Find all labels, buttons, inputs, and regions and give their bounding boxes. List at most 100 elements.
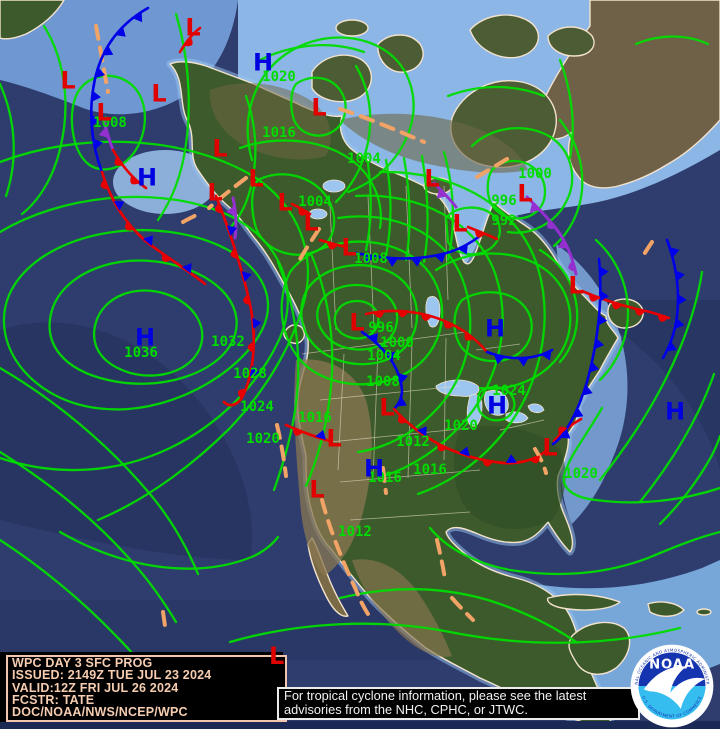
trough-line bbox=[435, 538, 447, 581]
cold-front-triangle bbox=[599, 266, 609, 278]
devon-island bbox=[547, 26, 595, 57]
warm-front-semicircle bbox=[397, 310, 409, 318]
warm-front-semicircle bbox=[292, 427, 304, 436]
isobar-value-label: 1000 bbox=[518, 166, 552, 182]
isobar-value-label: 1036 bbox=[124, 345, 158, 361]
banks-island bbox=[377, 34, 424, 73]
cold-front-triangle bbox=[132, 11, 143, 23]
stationary-front-glyphs bbox=[398, 414, 540, 467]
hispaniola-island bbox=[647, 601, 685, 617]
warm-front-glyphs bbox=[114, 156, 140, 185]
warm-front-semicircle bbox=[237, 388, 246, 400]
product-title: WPC DAY 3 SFC PROG bbox=[12, 656, 153, 670]
isobar-value-label: 1000 bbox=[380, 335, 414, 351]
low-pressure-marker: L bbox=[379, 394, 394, 422]
valid-time: VALID:12Z FRI JUL 26 2024 bbox=[12, 680, 179, 695]
isobar-value-label: 1020 bbox=[564, 466, 598, 482]
forecast-title-box: WPC DAY 3 SFC PROG ISSUED: 2149Z TUE JUL… bbox=[6, 655, 287, 723]
cuba-island bbox=[546, 593, 621, 611]
warm-front-semicircle bbox=[634, 308, 646, 316]
warm-front bbox=[466, 225, 499, 241]
high-pressure-marker: H bbox=[253, 49, 273, 77]
stationary-front-cold-segments bbox=[214, 194, 256, 407]
trough-line bbox=[181, 212, 200, 224]
warm-front-semicircle bbox=[161, 253, 172, 262]
cold-front-glyphs bbox=[363, 244, 468, 267]
warm-front-semicircle bbox=[130, 175, 140, 185]
cold-front-triangle bbox=[436, 188, 447, 199]
warm-front-glyphs bbox=[327, 242, 338, 250]
low-pressure-marker: L bbox=[568, 272, 583, 300]
high-pressure-marker: H bbox=[364, 455, 384, 483]
occluded-front bbox=[231, 196, 238, 240]
isobar-value-label: 1020 bbox=[444, 418, 478, 434]
cold-front-triangle bbox=[677, 294, 687, 306]
warm-front-semicircle bbox=[398, 414, 408, 424]
low-pressure-marker: L bbox=[60, 67, 75, 95]
warm-front-glyphs bbox=[588, 293, 669, 322]
isobar-value-label: 996 bbox=[491, 193, 516, 209]
cold-front-triangle bbox=[115, 26, 126, 37]
cold-front-triangle bbox=[98, 127, 109, 138]
warm-front-semicircle bbox=[420, 313, 432, 321]
warm-front-semicircle bbox=[114, 156, 124, 166]
warm-front-semicircle bbox=[327, 242, 338, 250]
warm-front-semicircle bbox=[247, 341, 254, 353]
high-pressure-marker: H bbox=[137, 164, 157, 192]
low-pressure-marker: L bbox=[452, 210, 467, 238]
warm-front-glyphs bbox=[474, 229, 486, 238]
warm-front-semicircle bbox=[657, 314, 669, 322]
warm-front bbox=[178, 26, 202, 54]
trough-line bbox=[533, 447, 548, 475]
cold-front-triangle bbox=[594, 338, 605, 350]
cold-front-triangle bbox=[368, 333, 378, 344]
warm-front-semicircle bbox=[568, 260, 576, 272]
cold-front-triangle bbox=[459, 446, 470, 457]
stationary-front-glyphs bbox=[292, 427, 326, 440]
lake-ontario bbox=[527, 403, 545, 414]
trough-line bbox=[338, 107, 426, 144]
trough-line bbox=[297, 227, 321, 263]
cold-front-triangle bbox=[557, 238, 569, 249]
stationary-front-cold-segments bbox=[284, 423, 332, 443]
noaa-logo-text: NOAA bbox=[649, 657, 695, 672]
warm-front-semicircle bbox=[547, 219, 556, 230]
warm-front-semicircle bbox=[588, 293, 600, 302]
cold-front-triangle bbox=[91, 114, 101, 126]
issued-time: ISSUED: 2149Z TUE JUL 23 2024 bbox=[12, 668, 212, 683]
cold-front-triangle bbox=[560, 428, 571, 439]
warm-front bbox=[580, 289, 671, 320]
cold-front-triangle bbox=[675, 270, 685, 282]
low-pressure-marker: L bbox=[309, 476, 324, 504]
warm-front-semicircle bbox=[464, 331, 474, 341]
isobar-value-label: 1032 bbox=[211, 334, 245, 350]
low-pressure-marker: L bbox=[269, 642, 285, 670]
cold-front-triangle bbox=[493, 354, 505, 365]
cold-front-triangle bbox=[226, 205, 236, 217]
arctic-island bbox=[335, 19, 369, 37]
fronts-layer bbox=[89, 6, 687, 635]
great-bear-lake bbox=[322, 179, 346, 193]
low-pressure-marker: L bbox=[424, 165, 439, 193]
forecaster-name: FCSTR: TATE bbox=[12, 692, 95, 707]
warm-front-semicircle bbox=[243, 294, 251, 306]
low-pressure-marker: L bbox=[185, 14, 200, 42]
noaa-seagull-icon bbox=[643, 666, 706, 709]
cold-front-triangle bbox=[181, 263, 192, 274]
warm-front-semicircle bbox=[373, 311, 385, 318]
low-pressure-marker: L bbox=[212, 135, 227, 163]
occluded-front bbox=[432, 181, 458, 209]
high-pressure-marker: H bbox=[665, 398, 685, 426]
isobar-value-label: 1020 bbox=[262, 69, 296, 85]
cold-front-triangle bbox=[434, 253, 446, 264]
stationary-front-glyphs bbox=[214, 202, 262, 400]
trough-line bbox=[475, 157, 509, 179]
occluded-front-glyphs bbox=[436, 188, 447, 199]
stationary-front-cold-segments bbox=[392, 407, 548, 465]
low-pressure-marker: L bbox=[542, 434, 557, 462]
cold-front-triangle bbox=[226, 225, 238, 237]
tropical-notice-line1: For tropical cyclone information, please… bbox=[284, 688, 587, 703]
warm-front-glyphs bbox=[373, 310, 474, 341]
occluded-front-glyphs bbox=[98, 127, 109, 138]
isobar-value-label: 1016 bbox=[368, 470, 402, 486]
